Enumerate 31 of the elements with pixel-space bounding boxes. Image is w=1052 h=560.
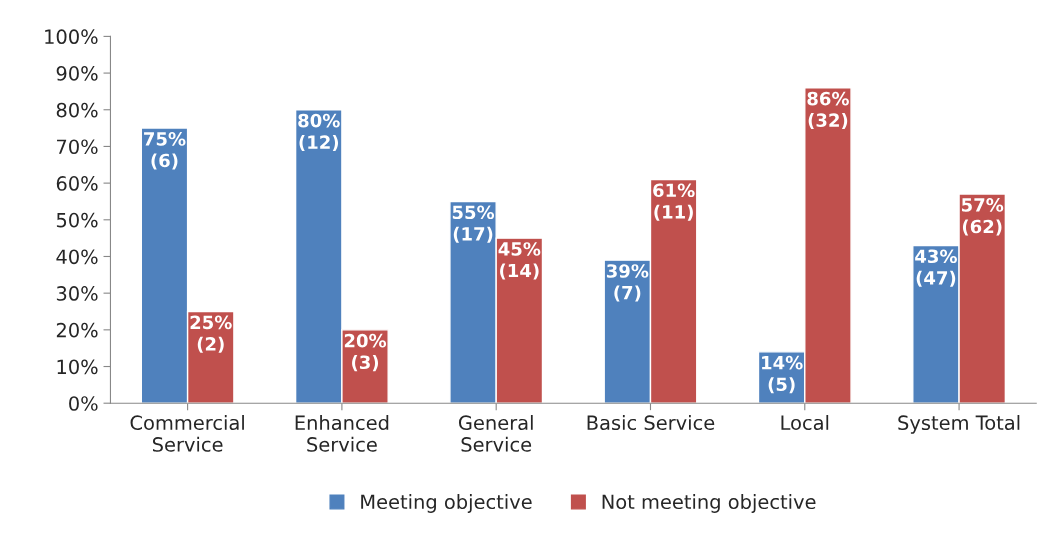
y-tick-label: 10% — [57, 359, 98, 375]
data-label: 45% (14) — [498, 242, 541, 280]
y-tick-label: 70% — [57, 139, 98, 155]
y-tick-label: 60% — [56, 176, 98, 191]
y-tick-label: 0% — [69, 396, 98, 411]
y-tick-label: 80% — [56, 102, 98, 118]
legend-label: Meeting objective — [361, 494, 532, 513]
data-label: 14% (5) — [762, 355, 803, 394]
data-label: 20% (3) — [344, 333, 387, 372]
y-tick-label: 100% — [45, 29, 98, 45]
data-label: 80% (12) — [298, 113, 340, 152]
data-label: 61% (11) — [653, 183, 695, 221]
data-label: 86% (32) — [807, 91, 849, 130]
data-label: 43% (47) — [915, 249, 957, 287]
data-label: 55% (17) — [452, 205, 495, 243]
data-label: 57% (62) — [962, 198, 1004, 236]
x-tick-label: System Total — [898, 415, 1020, 434]
x-tick-label: Local — [781, 415, 829, 431]
y-tick-label: 90% — [56, 66, 98, 81]
data-label: 25% (2) — [190, 315, 232, 353]
y-tick-label: 20% — [56, 322, 98, 338]
data-label: 75% (6) — [144, 132, 186, 170]
x-tick-label: Basic Service — [587, 415, 715, 431]
x-tick-label: Commercial Service — [130, 415, 244, 452]
y-tick-label: 50% — [56, 212, 98, 228]
x-tick-label: Enhanced Service — [295, 415, 389, 452]
x-tick-label: General Service — [458, 415, 533, 452]
y-tick-label: 30% — [56, 286, 98, 301]
y-tick-label: 40% — [56, 249, 98, 265]
data-label: 39% (7) — [606, 264, 649, 302]
legend-label: Not meeting objective — [602, 494, 816, 513]
